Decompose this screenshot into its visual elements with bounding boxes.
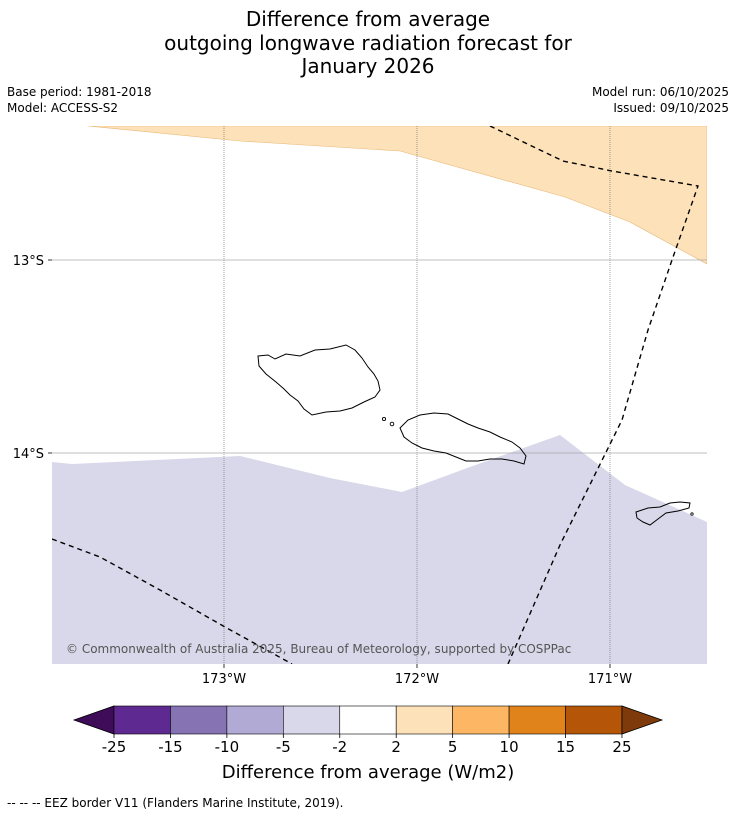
chart-title: Difference from average outgoing longwav…	[0, 7, 736, 79]
model-name: Model: ACCESS-S2	[7, 101, 119, 115]
lat-label-13s: 13°S	[13, 254, 44, 269]
base-period: Base period: 1981-2018	[7, 85, 152, 99]
eez-border-southwest	[52, 538, 293, 664]
upolu-island	[399, 412, 527, 465]
colorbar-bin	[508, 705, 566, 735]
aunuu-islet	[690, 512, 694, 516]
title-line-1: Difference from average	[245, 7, 491, 31]
colorbar-bin	[226, 705, 284, 735]
lon-label-171w: 171°W	[588, 672, 632, 687]
colorbar-bin	[113, 705, 171, 735]
colorbar-extend-low	[72, 705, 115, 735]
savaii-island	[257, 344, 381, 416]
positive-anomaly-region	[87, 126, 707, 265]
negative-anomaly-region	[52, 435, 707, 664]
colorbar-bin	[565, 705, 623, 735]
lon-label-173w: 173°W	[202, 672, 246, 687]
map-area: © Commonwealth of Australia 2025, Bureau…	[52, 126, 707, 664]
apolima-islet	[381, 416, 387, 422]
copyright-notice: © Commonwealth of Australia 2025, Bureau…	[66, 642, 571, 656]
colorbar-bin	[452, 705, 510, 735]
colorbar-tick-label: 25	[612, 738, 631, 756]
title-line-3: January 2026	[301, 54, 435, 78]
lat-label-14s: 14°S	[13, 447, 44, 462]
colorbar-tick-label: -25	[102, 738, 127, 756]
colorbar-bin	[283, 705, 341, 735]
colorbar: -25 -15 -10 -5 -2 2 5 10 15 25	[72, 705, 664, 756]
colorbar-tick-label: -15	[158, 738, 183, 756]
axis-ticks	[48, 259, 611, 668]
colorbar-bin	[395, 705, 453, 735]
issued-date: Issued: 09/10/2025	[613, 101, 729, 115]
title-line-2: outgoing longwave radiation forecast for	[164, 30, 572, 55]
colorbar-bin	[339, 705, 397, 735]
model-run: Model run: 06/10/2025	[591, 85, 729, 99]
colorbar-tick-label: -2	[332, 738, 347, 756]
colorbar-tick-label: 2	[391, 738, 401, 756]
tutuila-island	[635, 501, 691, 526]
colorbar-tick-label: 15	[556, 738, 575, 756]
colorbar-tick-label: 5	[448, 738, 458, 756]
info-right: Model run: 06/10/2025 Issued: 09/10/2025	[592, 84, 729, 116]
colorbar-bin	[170, 705, 228, 735]
colorbar-label: Difference from average (W/m2)	[222, 762, 514, 783]
colorbar-extend-high	[621, 705, 664, 735]
eez-legend-note: -- -- -- EEZ border V11 (Flanders Marine…	[7, 796, 344, 810]
colorbar-tick-label: 10	[500, 738, 519, 756]
info-left: Base period: 1981-2018 Model: ACCESS-S2	[7, 84, 152, 116]
manono-islet	[389, 421, 395, 427]
colorbar-tick-label: -5	[276, 738, 291, 756]
lon-label-172w: 172°W	[395, 672, 439, 687]
colorbar-tick-label: -10	[215, 738, 240, 756]
